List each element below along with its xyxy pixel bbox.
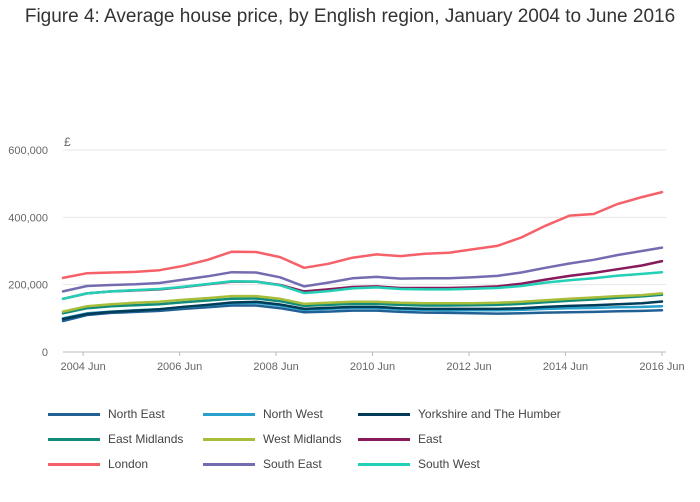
series-line-yorkshire-and-the-humber	[61, 300, 664, 321]
x-tick-label: 2014 Jun	[543, 361, 588, 373]
legend-label: East Midlands	[108, 432, 184, 446]
series-line-south-east	[61, 246, 664, 293]
legend-label: South West	[418, 457, 480, 471]
legend-swatch	[358, 437, 410, 441]
y-tick-label: 600,000	[8, 145, 48, 157]
series-line-west-midlands	[61, 292, 664, 313]
legend-item[interactable]: London	[48, 457, 148, 471]
series-line-north-east	[61, 304, 664, 323]
y-tick-label: 200,000	[8, 280, 48, 292]
x-tick-label: 2012 Jun	[446, 361, 491, 373]
legend-row: North East North West Yorkshire and The Hu…	[48, 407, 688, 432]
chart-title: Figure 4: Average house price, by Englis…	[24, 6, 676, 27]
series-line-london	[61, 190, 664, 280]
legend-item[interactable]: South East	[203, 457, 322, 471]
legend-swatch	[48, 437, 100, 441]
legend-label: North East	[108, 407, 165, 421]
legend-label: Yorkshire and The Humber	[418, 407, 561, 421]
legend-swatch	[48, 462, 100, 466]
legend-row: London South East South West	[48, 457, 688, 482]
x-tick-label: 2004 Jun	[60, 361, 105, 373]
legend-swatch	[358, 462, 410, 466]
legend-item[interactable]: West Midlands	[203, 432, 341, 446]
legend-row: East Midlands West Midlands East	[48, 432, 688, 457]
legend-item[interactable]: South West	[358, 457, 480, 471]
legend-swatch	[358, 412, 410, 416]
y-tick-label: 0	[42, 347, 48, 359]
legend-item[interactable]: North East	[48, 407, 165, 421]
legend-item[interactable]: Yorkshire and The Humber	[358, 407, 561, 421]
line-chart: 0 200,000 400,000 600,000 2004 Jun 2006 Jun 2…	[8, 135, 684, 373]
legend-label: West Midlands	[263, 432, 342, 446]
series-line-south-west	[61, 270, 664, 301]
legend-label: South East	[263, 457, 322, 471]
legend-item[interactable]: East Midlands	[48, 432, 183, 446]
legend-label: East	[418, 432, 443, 446]
legend-swatch	[48, 412, 100, 416]
y-unit-label: £	[64, 135, 71, 149]
x-tick-label: 2006 Jun	[157, 361, 202, 373]
legend-label: London	[108, 457, 149, 471]
legend-item[interactable]: East	[358, 432, 442, 446]
series-line-east-midlands	[61, 293, 664, 315]
legend-item[interactable]: North West	[203, 407, 323, 421]
legend-swatch	[203, 462, 255, 466]
x-tick-label: 2008 Jun	[253, 361, 298, 373]
legend-swatch	[203, 412, 255, 416]
x-tick-label: 2016 Jun	[639, 361, 684, 373]
y-tick-label: 400,000	[8, 212, 48, 224]
legend-swatch	[203, 437, 255, 441]
chart-legend: North East North West Yorkshire and The Hu…	[48, 407, 688, 482]
legend-label: North West	[263, 407, 323, 421]
x-tick-label: 2010 Jun	[350, 361, 395, 373]
